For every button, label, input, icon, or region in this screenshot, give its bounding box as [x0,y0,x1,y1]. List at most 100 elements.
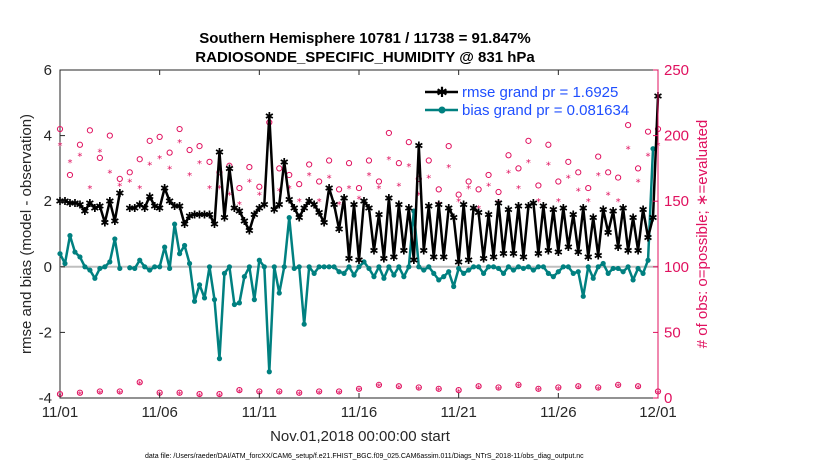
rmse-point: ✱ [320,217,329,230]
bias-point [107,259,113,265]
bias-point [565,264,571,270]
obs-evaluated-marker: * [207,184,212,195]
obs-evaluated-marker: * [167,164,172,175]
rmse-point: ✱ [419,244,428,257]
obs-possible-marker [96,388,103,395]
y-right-tick-label: 0 [664,390,672,407]
rmse-point: ✱ [315,207,324,220]
bias-point [361,259,367,265]
bias-point [97,265,103,272]
rmse-point: ✱ [125,202,134,215]
obs-possible-marker [246,163,253,171]
rmse-point: ✱ [155,202,164,215]
rmse-point: ✱ [494,197,503,210]
rmse-point: ✱ [374,208,383,221]
obs-possible-marker [106,132,113,139]
obs-possible-marker [385,129,392,137]
bias-point [585,264,591,270]
bias-point [416,264,422,270]
bias-point [127,265,133,271]
rmse-point: ✱ [369,244,378,257]
bias-point [610,265,616,272]
obs-evaluated-marker: * [317,389,322,400]
bias-point [221,270,228,276]
obs-evaluated-marker: * [137,380,142,391]
rmse-point: ✱ [599,203,608,216]
obs-evaluated-marker: * [77,390,82,401]
obs-possible-marker [515,381,522,388]
bias-point [600,260,606,267]
obs-evaluated-marker: * [87,184,92,195]
obs-evaluated-marker: * [646,151,651,162]
bias-point [436,277,442,283]
bias-point [177,251,183,257]
rmse-series: ✱ ✱ ✱ ✱ ✱ ✱ ✱ ✱ ✱ ✱ ✱ ✱ ✱ ✱ ✱ ✱ ✱ ✱ ✱ ✱ ✱ ✱ ✱ ✱ ✱ ✱ ✱ ✱ ✱ ✱ ✱ ✱ ✱ ✱ ✱ ✱ ✱ ✱ ✱ ✱… [55,90,662,269]
x-axis-label: Nov.01,2018 00:00:00 start [270,428,451,445]
obs-possible-marker [296,181,303,188]
obs-evaluated-marker: * [536,386,541,397]
rmse-point: ✱ [344,253,353,266]
bias-point [306,264,312,270]
bias-point [152,264,158,270]
rmse-point: ✱ [305,195,314,208]
bias-point [451,283,457,290]
rmse-point: ✱ [300,202,309,215]
bias-point [261,264,267,270]
obs-possible-marker [625,122,632,129]
bias-point [167,265,173,272]
rmse-point: ✱ [434,198,443,211]
bias-point [336,269,342,275]
rmse-point: ✱ [609,205,618,218]
bias-point [570,270,576,276]
obs-possible-marker [595,384,602,391]
obs-possible-marker [176,125,183,133]
obs-evaluated-marker: * [616,197,621,208]
rmse-point: ✱ [210,218,219,231]
bias-point [236,300,242,306]
obs-possible-marker [76,389,84,396]
bias-point [530,267,537,273]
bias-point [441,274,447,280]
rmse-point: ✱ [334,223,343,236]
obs-possible-marker [375,178,383,185]
y-right-tick-label: 150 [664,193,689,210]
rmse-point: ✱ [140,202,149,215]
obs-evaluated-marker: * [456,197,461,208]
bias-point [431,270,437,276]
bias-point [331,264,337,270]
bias-point [406,264,412,270]
obs-possible-marker [236,387,243,394]
obs-evaluated-marker: * [257,191,262,202]
bias-point [231,301,238,308]
rmse-point: ✱ [619,202,628,215]
bias-point [72,249,78,255]
y-left-tick-label: 4 [44,128,52,145]
bias-point [281,264,287,270]
obs-evaluated-marker: * [97,147,102,158]
obs-evaluated-marker: * [337,389,342,400]
rmse-point: ✱ [85,197,94,210]
rmse-point: ✱ [100,217,109,230]
y-right-tick-label: 50 [664,324,681,341]
x-tick-label: 11/01 [42,404,78,421]
rmse-point: ✱ [474,207,483,220]
bias-point [326,264,332,270]
obs-evaluated-marker: * [58,141,63,152]
bias-point [635,265,641,272]
rmse-point: ✱ [175,200,184,213]
bias-point [580,293,586,299]
obs-possible-marker [276,388,283,395]
rmse-point: ✱ [245,225,254,238]
obs-possible-marker [575,383,582,390]
rmse-point: ✱ [110,215,119,228]
legend-rmse-marker: ✱ [436,84,448,100]
obs-evaluated-marker: * [277,389,282,400]
obs-possible-marker [475,186,482,193]
rmse-point: ✱ [270,203,279,216]
obs-evaluated-marker: * [357,195,362,206]
rmse-point: ✱ [324,182,333,195]
bias-point [480,270,487,276]
bias-point [485,264,492,270]
rmse-point: ✱ [514,200,523,213]
x-tick-label: 12/01 [639,404,677,421]
